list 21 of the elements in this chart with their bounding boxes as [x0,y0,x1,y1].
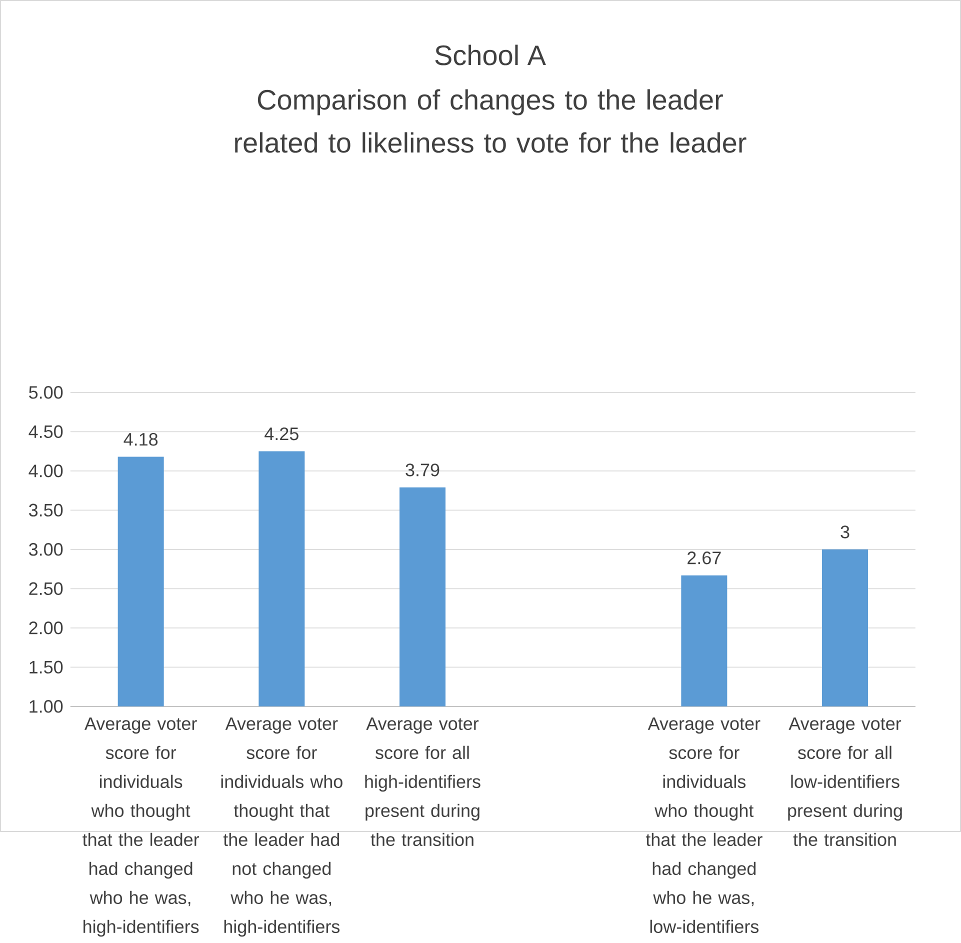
chart-title: School A [435,44,546,66]
y-tick-label: 3.00 [29,542,63,556]
y-tick-label: 2.00 [29,621,63,634]
x-tick-label: Average voter score for all high-identifiers present during the transition [365,717,480,846]
x-tick-label: Average voter score for individuals who thought that the leader had changed who he was, low-identifiers [646,717,762,933]
chart-subtitle: Comparison of changes to the leader related to likeliness to vote for the leader [235,89,746,153]
x-tick-label: Average voter score for individuals who thought that the leader had not changed who he was, high-identifiers [221,717,342,936]
data-label: 4.25 [264,427,298,440]
y-tick-label: 3.50 [29,504,63,516]
data-label: 2.67 [688,551,721,564]
y-tick-label: 4.00 [28,464,63,478]
y-tick-label: 2.50 [29,582,63,595]
x-tick-label: Average voter score for individuals who thought that the leader had changed who he was, high-identifiers [82,717,200,936]
data-label: 3.79 [406,463,440,476]
x-tick-label: Average voter score for all low-identifiers present during the transition [788,717,902,846]
y-tick-label: 4.50 [28,425,63,438]
y-tick-label: 5.00 [29,386,63,399]
data-label: 3 [840,525,850,538]
data-label: 4.18 [124,432,158,446]
y-tick-label: 1.50 [30,660,63,674]
y-tick-label: 1.00 [30,700,63,713]
